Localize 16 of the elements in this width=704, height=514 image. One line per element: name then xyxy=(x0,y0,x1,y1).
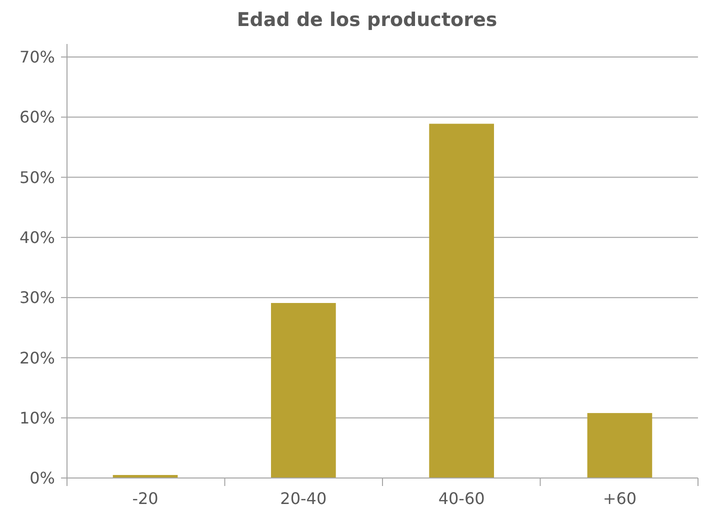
y-tick-label: 70% xyxy=(19,48,55,67)
x-tick-label: +60 xyxy=(602,489,637,508)
x-tick-label: 20-40 xyxy=(280,489,327,508)
y-tick-label: 30% xyxy=(19,288,55,308)
y-tick-label: 40% xyxy=(19,228,55,248)
x-tick-label: -20 xyxy=(132,489,158,508)
bar xyxy=(429,124,494,478)
y-tick-label: 0% xyxy=(30,468,55,488)
y-tick-label: 60% xyxy=(19,108,55,127)
chart-title: Edad de los productores xyxy=(236,9,498,31)
y-tick-label: 10% xyxy=(19,408,55,428)
bar xyxy=(587,413,652,478)
y-tick-label: 20% xyxy=(19,348,55,368)
x-tick-label: 40-60 xyxy=(438,489,485,508)
y-tick-label: 50% xyxy=(19,168,55,187)
bar xyxy=(271,302,336,478)
